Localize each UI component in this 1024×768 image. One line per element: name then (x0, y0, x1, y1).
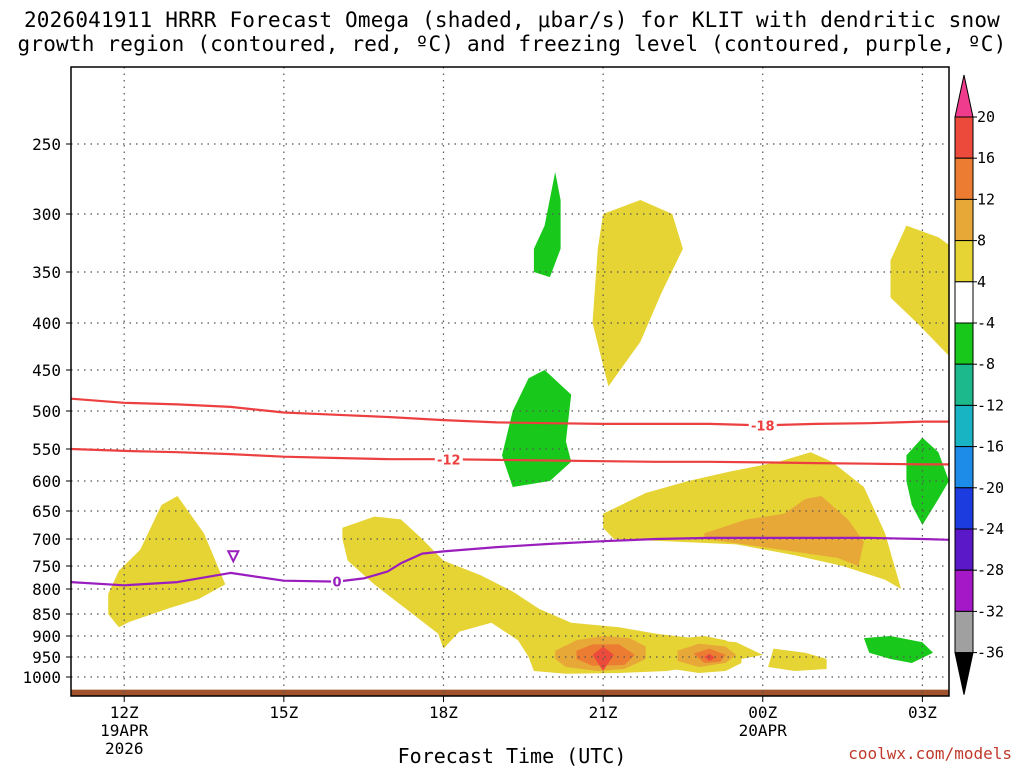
downward-motion-1 (502, 370, 572, 487)
strong-upward-1 (704, 496, 864, 566)
title-line-1: 2026041911 HRRR Forecast Omega (shaded, … (23, 8, 1001, 32)
y-tick-label: 950 (32, 648, 61, 667)
freezing-marker (226, 550, 240, 564)
colorbar-swatch (954, 116, 974, 159)
contour-label-bg (331, 574, 344, 589)
y-tick-label: 250 (32, 135, 61, 154)
x-date-label: 19APR (100, 721, 149, 740)
upward-motion-7 (768, 648, 827, 671)
colorbar-swatch (954, 363, 974, 406)
downward-motion-4 (863, 636, 933, 663)
y-tick-label: 300 (32, 205, 61, 224)
y-tick-label: 800 (32, 580, 61, 599)
x-date-label: 20APR (739, 721, 788, 740)
colorbar-swatch (954, 322, 974, 365)
colorbar: 20 16 12 8 4 -4 -8 -12 -16 -20 -24 -28 -32 -36 (954, 74, 1004, 695)
upward-motion-2 (342, 516, 763, 674)
colorbar-swatch (954, 404, 974, 448)
y-tick-label: 350 (32, 263, 61, 282)
contour-label-dgz-minus-18: -18 (751, 419, 775, 434)
colorbar-label: 8 (977, 232, 986, 250)
colorbar-label: 16 (977, 149, 995, 167)
contour-dgz-minus-18 (71, 397, 949, 427)
colorbar-swatch (954, 281, 974, 324)
contour-label-dgz-minus-12: -12 (437, 453, 461, 468)
colorbar-swatch (954, 198, 974, 242)
y-tick-label: 850 (32, 605, 61, 624)
colorbar-swatch (954, 610, 974, 654)
colorbar-label: -12 (977, 396, 1004, 414)
upward-motion-1 (108, 496, 226, 628)
x-year-label: 2026 (105, 739, 144, 758)
y-tick-label: 500 (32, 402, 61, 421)
y-axis: 250 300 350 400 450 500 550 600 650 700 750 800 850 9… (22, 135, 71, 687)
colorbar-label: 4 (977, 273, 986, 291)
colorbar-top-arrow (954, 74, 974, 118)
colorbar-label: -28 (977, 561, 1004, 579)
strongest-upward-2 (704, 653, 715, 661)
contour-label-bg (434, 452, 463, 467)
colorbar-swatch (954, 528, 974, 571)
y-tick-label: 450 (32, 361, 61, 380)
contour-freezing-level (71, 536, 949, 587)
colorbar-label: -4 (977, 314, 995, 332)
contour-layer: -18 -12 0 (71, 397, 949, 591)
colorbar-swatch (954, 487, 974, 530)
downward-motion-3 (906, 437, 949, 525)
colorbar-label: -24 (977, 520, 1004, 538)
colorbar-label: -8 (977, 355, 995, 373)
x-tick-label: 15Z (269, 703, 298, 722)
colorbar-label: 20 (977, 108, 995, 126)
plot-frame (70, 66, 950, 697)
y-tick-label: 700 (32, 530, 61, 549)
x-tick-label: 18Z (429, 703, 458, 722)
contour-label-freezing-level: 0 (333, 576, 342, 591)
y-tick-label: 650 (32, 502, 61, 521)
colorbar-swatch (954, 157, 974, 200)
colorbar-bottom-arrow (954, 652, 974, 695)
y-tick-label: 750 (32, 557, 61, 576)
shaded-omega-layer (71, 172, 949, 696)
x-axis-label: Forecast Time (UTC) (397, 744, 627, 768)
downward-motion-2 (533, 172, 561, 278)
site-credit: coolwx.com/models (848, 744, 1012, 763)
y-tick-label: 400 (32, 314, 61, 333)
colorbar-swatch (954, 446, 974, 489)
grid-layer (71, 67, 949, 696)
surface-ground (71, 689, 949, 696)
colorbar-label: -20 (977, 479, 1004, 497)
title-line-2: growth region (contoured, red, ºC) and f… (17, 32, 1007, 56)
upward-motion-5 (890, 225, 949, 356)
colorbar-label: -36 (977, 644, 1004, 662)
colorbar-label: -32 (977, 602, 1004, 620)
contour-label-bg (748, 418, 777, 433)
x-tick-label: 00Z (748, 703, 777, 722)
upward-motion-4 (592, 200, 683, 387)
colorbar-swatch (954, 569, 974, 612)
colorbar-label: -16 (977, 438, 1004, 456)
colorbar-label: 12 (977, 190, 995, 208)
contour-dgz-minus-12 (71, 447, 949, 466)
y-tick-label: 600 (32, 472, 61, 491)
colorbar-swatch (954, 240, 974, 283)
chart-title: 2026041911 HRRR Forecast Omega (shaded, … (0, 8, 1024, 56)
y-tick-label: 1000 (22, 668, 61, 687)
x-tick-label: 12Z (110, 703, 139, 722)
x-tick-label: 03Z (908, 703, 937, 722)
y-tick-label: 900 (32, 627, 61, 646)
y-tick-label: 550 (32, 440, 61, 459)
x-tick-label: 21Z (589, 703, 618, 722)
